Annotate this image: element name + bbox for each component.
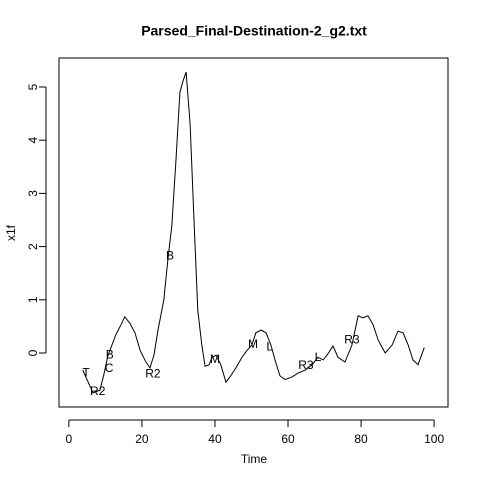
x-tick-label: 40 bbox=[208, 432, 222, 446]
annotation: T bbox=[82, 365, 90, 379]
plot-box bbox=[58, 57, 449, 408]
annotation: C bbox=[105, 361, 114, 375]
x-tick-label: 20 bbox=[135, 432, 149, 446]
x-tick-label: 80 bbox=[354, 432, 368, 446]
annotation: M bbox=[210, 352, 220, 366]
annotation: L bbox=[315, 350, 322, 364]
x-tick-label: 60 bbox=[281, 432, 295, 446]
annotation: B bbox=[166, 248, 174, 262]
y-tick-label: 0 bbox=[26, 349, 40, 356]
x-axis-label: Time bbox=[241, 452, 268, 466]
chart-title: Parsed_Final-Destination-2_g2.txt bbox=[141, 23, 367, 39]
annotation: R2 bbox=[145, 366, 161, 380]
annotation: R3 bbox=[344, 332, 360, 346]
y-tick-label: 2 bbox=[26, 243, 40, 250]
x-tick-label: 0 bbox=[66, 432, 73, 446]
line-series bbox=[82, 71, 425, 394]
annotation: L bbox=[266, 339, 273, 353]
y-axis-label: x1f bbox=[4, 224, 18, 241]
x-tick-label: 100 bbox=[424, 432, 444, 446]
y-tick-label: 3 bbox=[26, 190, 40, 197]
annotation: M bbox=[248, 337, 258, 351]
annotation: B bbox=[106, 347, 114, 361]
y-tick-label: 4 bbox=[26, 137, 40, 144]
annotation: R2 bbox=[90, 384, 106, 398]
annotation: R3 bbox=[298, 358, 314, 372]
y-tick-label: 5 bbox=[26, 83, 40, 90]
y-tick-label: 1 bbox=[26, 296, 40, 303]
